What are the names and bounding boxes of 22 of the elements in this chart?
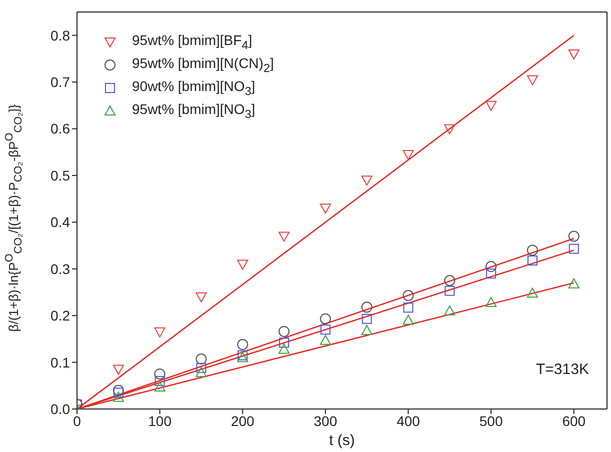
y-tick-label: 0.3 xyxy=(50,260,70,277)
legend-label: 95wt% [bmim][N(CN)$_{2}$] xyxy=(132,54,274,74)
legend-label: 90wt% [bmim][NO$_{3}$] xyxy=(132,78,256,98)
x-tick-label: 400 xyxy=(396,412,420,429)
x-tick-label: 600 xyxy=(562,412,586,429)
y-tick-label: 0.0 xyxy=(50,400,70,417)
annotation: T=313K xyxy=(536,361,589,378)
x-axis-title: t (s) xyxy=(329,432,355,449)
y-tick-label: 0.6 xyxy=(50,120,70,137)
y-tick-label: 0.4 xyxy=(50,214,70,230)
legend-label: 95wt% [bmim][NO$_{3}$] xyxy=(132,100,256,120)
y-tick-label: 0.7 xyxy=(50,74,70,90)
x-tick-label: 100 xyxy=(148,412,172,429)
x-tick-label: 300 xyxy=(314,412,338,429)
y-tick-label: 0.2 xyxy=(50,308,70,324)
legend-label: 95wt% [bmim][BF$_{4}$] xyxy=(132,32,252,52)
x-tick-label: 0 xyxy=(73,412,82,429)
y-tick-label: 0.8 xyxy=(50,27,70,44)
y-tick-label: 0.1 xyxy=(50,354,70,370)
y-tick-label: 0.5 xyxy=(50,167,70,184)
x-tick-label: 200 xyxy=(230,412,255,429)
x-tick-label: 500 xyxy=(479,412,503,429)
